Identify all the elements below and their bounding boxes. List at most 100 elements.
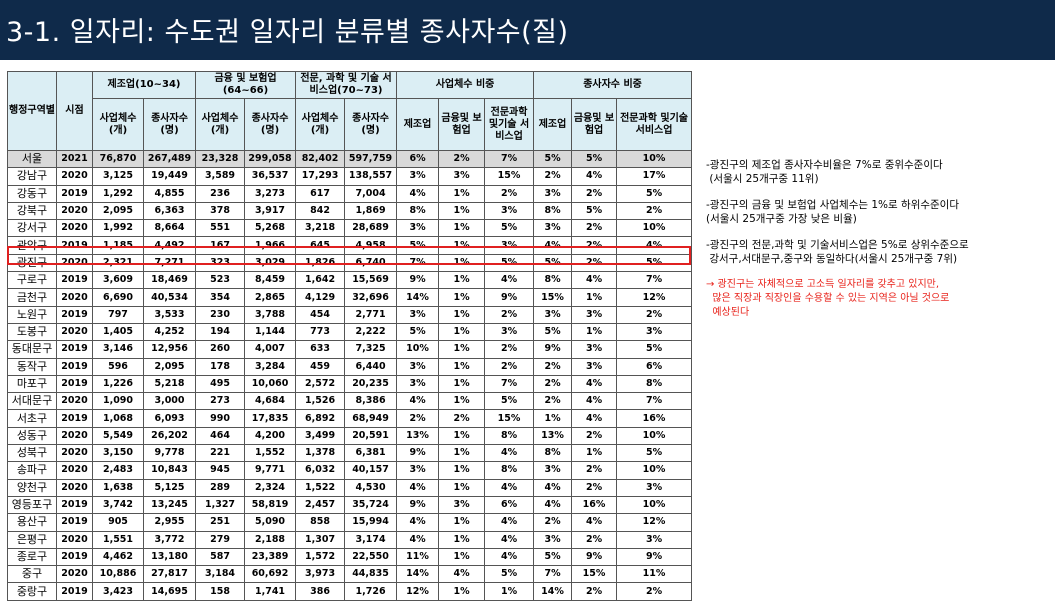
table-row: 강동구 2019 1,292 4,855 236 3,273 617 7,004 4% 1% 2% 3… — [7, 184, 693, 203]
table-cell-region: 양천구 — [7, 478, 57, 497]
table-cell: 1% — [438, 184, 486, 203]
table-cell-region: 강동구 — [7, 184, 57, 203]
table-cell: 23,328 — [195, 149, 246, 169]
table-row: 종로구 2019 4,462 13,180 587 23,389 1,572 22,550 11… — [7, 547, 693, 567]
table-cell-year: 2019 — [56, 340, 93, 359]
table-cell: 8% — [533, 201, 573, 221]
table-cell: 9% — [396, 444, 440, 463]
table-cell: 3% — [396, 357, 440, 376]
table-cell: 2% — [484, 305, 535, 324]
table-cell: 299,058 — [244, 149, 297, 169]
subheader-pro-businesses: 사업체수 (개) — [295, 98, 346, 151]
table-cell-year: 2020 — [56, 253, 93, 273]
table-cell: 221 — [195, 444, 246, 463]
table-cell-region: 중랑구 — [7, 582, 57, 601]
table-cell: 6,440 — [344, 357, 398, 376]
table-cell: 13% — [533, 426, 573, 446]
table-cell: 4% — [484, 513, 535, 532]
table-row: 도봉구 2020 1,405 4,252 194 1,144 773 2,222 5% 1% 3% 5… — [7, 322, 693, 342]
table-cell: 8% — [616, 374, 693, 394]
table-cell: 587 — [195, 547, 246, 567]
table-cell: 378 — [195, 201, 246, 221]
table-cell: 3% — [484, 201, 535, 221]
table-cell: 7% — [396, 253, 440, 273]
analysis-note: -광진구의 전문,과학 및 기술서비스업은 5%로 상위수준으로 강서구,서대문… — [706, 238, 1051, 266]
table-cell: 3,146 — [92, 340, 144, 359]
table-cell: 9,771 — [244, 461, 297, 480]
table-cell: 2,321 — [92, 253, 144, 273]
table-cell-year: 2020 — [56, 288, 93, 307]
table-cell: 773 — [295, 322, 346, 342]
table-cell: 12,956 — [142, 340, 197, 359]
table-cell-year: 2019 — [56, 547, 93, 567]
subheader-bshare-fin: 금융및 보험업 — [438, 98, 486, 151]
table-cell-region: 종로구 — [7, 547, 57, 567]
table-cell: 4% — [438, 565, 486, 584]
table-cell: 15,994 — [344, 513, 398, 532]
table-cell-year: 2019 — [56, 271, 93, 290]
table-cell: 1% — [438, 271, 486, 290]
table-cell: 2% — [484, 357, 535, 376]
table-cell: 10% — [396, 340, 440, 359]
table-cell-year: 2020 — [56, 219, 93, 238]
table-cell: 4% — [571, 167, 618, 186]
table-cell: 4% — [484, 444, 535, 463]
table-cell-region: 은평구 — [7, 530, 57, 549]
table-cell: 1% — [438, 340, 486, 359]
table-cell: 596 — [92, 357, 144, 376]
table-cell: 4% — [571, 409, 618, 428]
table-cell: 3% — [533, 219, 573, 238]
table-cell: 15% — [571, 565, 618, 584]
table-cell: 1,642 — [295, 271, 346, 290]
table-row: 서초구 2019 1,068 6,093 990 17,835 6,892 68,949 2% 2… — [7, 409, 693, 428]
table-cell: 4% — [571, 374, 618, 394]
table-cell: 12% — [396, 582, 440, 601]
table-cell: 2,955 — [142, 513, 197, 532]
note-line: 강서구,서대문구,중구와 동일하다(서울시 25개구중 7위) — [706, 253, 958, 265]
table-cell: 905 — [92, 513, 144, 532]
note-line: (서울시 25개구중 가장 낮은 비율) — [706, 213, 857, 225]
table-cell: 138,557 — [344, 167, 398, 186]
table-cell: 40,157 — [344, 461, 398, 480]
table-row: 중랑구 2019 3,423 14,695 158 1,741 386 1,726 12% 1% 1… — [7, 582, 693, 601]
table-row: 서대문구 2020 1,090 3,000 273 4,684 1,526 8,386 4% 1%… — [7, 392, 693, 411]
table-row: 중구 2020 10,886 27,817 3,184 60,692 3,973 44,835… — [7, 565, 693, 584]
table-cell-region: 노원구 — [7, 305, 57, 324]
table-cell: 7% — [616, 271, 693, 290]
table-cell: 26,202 — [142, 426, 197, 446]
table-cell: 5% — [484, 253, 535, 273]
table-cell: 2,572 — [295, 374, 346, 394]
table-cell: 279 — [195, 530, 246, 549]
table-cell-year: 2020 — [56, 565, 93, 584]
table-cell: 1% — [438, 478, 486, 497]
table-row: 용산구 2019 905 2,955 251 5,090 858 15,994 4% 1% 4% 2%… — [7, 513, 693, 532]
table-cell: 1,292 — [92, 184, 144, 203]
table-cell: 12% — [616, 513, 693, 532]
table-cell: 1,526 — [295, 392, 346, 411]
table-row: 구로구 2019 3,609 18,469 523 8,459 1,642 15,569 9% 1… — [7, 271, 693, 290]
table-cell: 5,090 — [244, 513, 297, 532]
table-row: 노원구 2019 797 3,533 230 3,788 454 2,771 3% 1% 2% 3% 3… — [7, 305, 693, 324]
table-cell: 597,759 — [344, 149, 398, 169]
table-cell: 10% — [616, 461, 693, 480]
table-cell: 4,200 — [244, 426, 297, 446]
table-cell: 4% — [484, 547, 535, 567]
table-cell: 551 — [195, 219, 246, 238]
table-cell: 17% — [616, 167, 693, 186]
table-cell: 13% — [396, 426, 440, 446]
table-cell-region: 강남구 — [7, 167, 57, 186]
table-cell: 5% — [533, 149, 573, 169]
table-cell: 1% — [438, 201, 486, 221]
table-cell: 158 — [195, 582, 246, 601]
table-cell: 3,184 — [195, 565, 246, 584]
table-cell: 3% — [571, 305, 618, 324]
table-cell-region: 용산구 — [7, 513, 57, 532]
table-cell-region: 동작구 — [7, 357, 57, 376]
table-cell: 14% — [396, 565, 440, 584]
table-cell: 11% — [396, 547, 440, 567]
table-cell: 4% — [571, 392, 618, 411]
table-cell-region: 영등포구 — [7, 495, 57, 515]
table-cell: 3,029 — [244, 253, 297, 273]
table-cell: 236 — [195, 184, 246, 203]
table-cell: 7,004 — [344, 184, 398, 203]
